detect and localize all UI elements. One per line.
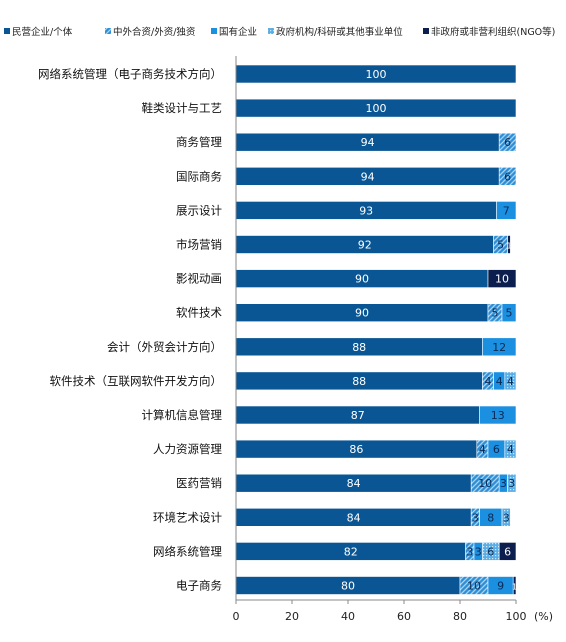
bar-segment <box>487 269 517 288</box>
bar-segment <box>501 507 511 527</box>
chart-legend: 民营企业/个体 中外合资/外资/独资 国有企业 政府机构/科研或其他事业单位 非政府或非… <box>4 26 555 38</box>
data-label: 93 <box>359 204 373 217</box>
x-axis: 0 20 40 60 80 100 (%) <box>233 56 553 623</box>
data-label: 4 <box>485 375 492 388</box>
data-label: 3 <box>503 511 510 524</box>
data-label: 7 <box>503 204 510 217</box>
category-label: 展示设计 <box>176 203 222 217</box>
bar-segment <box>501 303 517 323</box>
data-label: 8 <box>487 511 494 524</box>
category-label: 会计（外贸会计方向） <box>107 340 222 354</box>
data-label: 3 <box>472 511 479 524</box>
data-label: 94 <box>361 170 375 183</box>
legend-label: 民营企业/个体 <box>12 26 73 38</box>
data-label: 90 <box>355 273 369 286</box>
data-label: 94 <box>361 136 375 149</box>
bar-segment <box>507 473 517 493</box>
data-label: 1 <box>506 242 511 251</box>
legend-label: 国有企业 <box>219 26 257 38</box>
data-label: 5 <box>492 307 499 320</box>
x-tick-label: 100 <box>506 610 527 623</box>
category-labels: 网络系统管理（电子商务技术方向） 鞋类设计与工艺商务管理国际商务展示设计市场营销影… <box>38 67 222 593</box>
legend-swatch <box>4 28 10 34</box>
bar-segment <box>504 371 517 391</box>
category-label: 国际商务 <box>176 169 222 183</box>
legend-label: 政府机构/科研或其他事业单位 <box>276 26 403 38</box>
data-label: 3 <box>508 477 515 490</box>
data-label: 80 <box>341 580 355 593</box>
data-label: 6 <box>504 545 511 558</box>
data-label: 4 <box>496 375 503 388</box>
data-label: 4 <box>507 443 514 456</box>
data-label: 10 <box>467 580 481 593</box>
x-tick-label: 40 <box>341 610 355 623</box>
category-label: 环境艺术设计 <box>153 510 222 524</box>
bar-segment <box>498 542 517 561</box>
category-label: 市场营销 <box>176 238 222 252</box>
data-label: 90 <box>355 307 369 320</box>
data-label: 88 <box>352 341 366 354</box>
category-label: 网络系统管理（电子商务技术方向） <box>38 67 222 81</box>
category-label: 软件技术（互联网软件开发方向） <box>50 374 223 388</box>
data-label: 6 <box>504 136 511 149</box>
legend-swatch <box>423 28 429 34</box>
bar-segment <box>498 132 517 152</box>
bar-segment <box>479 405 517 425</box>
bar-segment <box>507 235 511 254</box>
x-tick-label: 0 <box>233 610 240 623</box>
data-label: 3 <box>500 477 507 490</box>
data-label: 13 <box>491 409 505 422</box>
category-label: 人力资源管理 <box>153 442 222 456</box>
legend-label: 非政府或非营利组织(NGO等) <box>431 26 555 38</box>
data-label: 10 <box>495 273 509 286</box>
data-label: 100 <box>366 68 387 81</box>
legend-swatch <box>211 28 217 34</box>
data-label: 88 <box>352 375 366 388</box>
data-label: 86 <box>349 443 363 456</box>
category-label: 计算机信息管理 <box>142 408 223 422</box>
category-label: 影视动画 <box>176 272 222 286</box>
data-label: 12 <box>492 341 506 354</box>
data-label: 4 <box>507 375 514 388</box>
x-tick-label: 60 <box>397 610 411 623</box>
data-label: 92 <box>358 239 372 252</box>
data-label: 5 <box>497 239 504 252</box>
data-label: 84 <box>347 511 361 524</box>
legend-label: 中外合资/外资/独资 <box>113 26 196 38</box>
data-label: 4 <box>479 443 486 456</box>
category-label: 商务管理 <box>176 135 222 149</box>
data-label: 10 <box>478 477 492 490</box>
x-tick-label: 80 <box>453 610 467 623</box>
data-label: 87 <box>351 409 365 422</box>
legend-swatch <box>268 28 274 34</box>
data-label: 6 <box>493 443 500 456</box>
data-label: 1 <box>512 583 517 592</box>
legend-swatch <box>105 28 111 34</box>
data-label: 9 <box>497 580 504 593</box>
data-label: 5 <box>506 307 513 320</box>
data-label: 100 <box>366 102 387 115</box>
bar-segment <box>496 201 517 220</box>
category-label: 网络系统管理 <box>153 544 222 558</box>
category-label: 医药营销 <box>176 476 222 490</box>
x-tick-label: 20 <box>285 610 299 623</box>
category-label: 电子商务 <box>176 579 222 593</box>
data-label: 3 <box>475 545 482 558</box>
data-label: 6 <box>504 170 511 183</box>
data-label: 3 <box>466 545 473 558</box>
data-label: 84 <box>347 477 361 490</box>
category-label: 鞋类设计与工艺 <box>142 101 223 115</box>
bar-segment <box>498 167 517 186</box>
bar-segment <box>512 576 517 595</box>
data-label: 6 <box>487 545 494 558</box>
bar-segment <box>504 439 517 459</box>
category-label: 软件技术 <box>176 306 222 320</box>
x-unit-label: (%) <box>534 610 553 623</box>
bar-segment <box>482 337 517 357</box>
data-label: 82 <box>344 545 358 558</box>
